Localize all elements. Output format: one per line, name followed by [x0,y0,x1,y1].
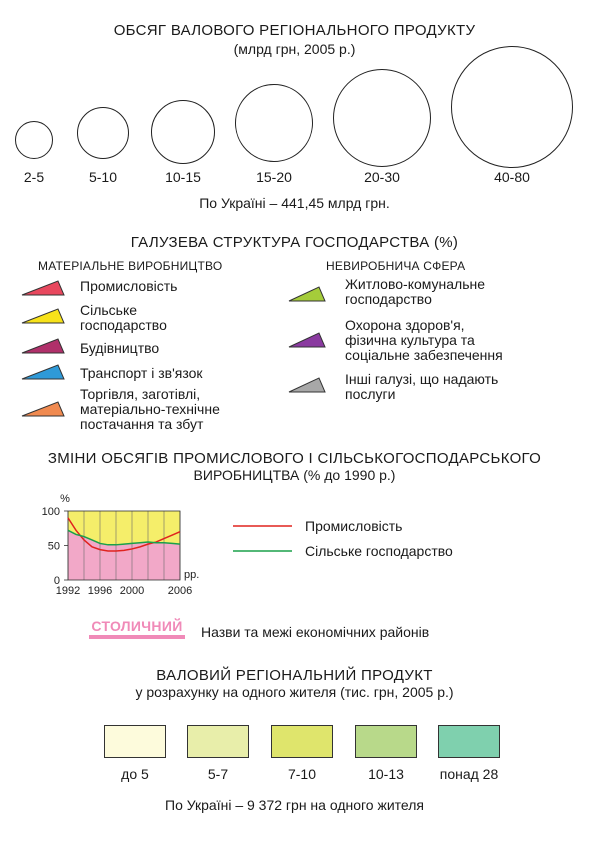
series-line-agriculture [67,529,181,546]
chart-legend-lines [233,525,292,552]
grp-class-label: 20-30 [364,169,400,185]
per-capita-total: По Україні – 9 372 грн на одного жителя [165,797,424,813]
sector-label-trade: Торгівля, заготівлі, матеріально-технічн… [80,386,220,432]
x-tick-label: 1996 [88,585,112,597]
sector-symbol-health [288,332,326,348]
sector-label-other-services: Інші галузі, що надають послуги [345,371,499,402]
x-tick-label: 1992 [56,585,80,597]
region-name-sample-text: СТОЛИЧНИЙ [91,618,183,634]
grp-circle-15-20 [235,84,313,162]
grp-total: По Україні – 441,45 млрд грн. [199,195,390,211]
y-tick-label: 50 [48,541,60,553]
grp-circle-5-10 [77,107,129,159]
sector-symbol-trade [21,401,65,417]
per-capita-class-label: 10-13 [368,766,404,782]
per-capita-subtitle: у розрахунку на одного жителя (тис. грн,… [135,684,454,700]
grp-class-label: 2-5 [23,169,45,185]
y-tick-label: 100 [42,506,60,518]
legend-label-agriculture: Сільське господарство [305,543,453,559]
per-capita-swatch [438,725,500,758]
per-capita-class-label: 5-7 [207,766,229,782]
per-capita-swatch [104,725,166,758]
sector-label-transport: Транспорт і зв'язок [80,365,203,381]
y-unit-label: % [60,493,70,505]
grp-subtitle: (млрд грн, 2005 р.) [233,41,356,57]
grp-class-label: 5-10 [88,169,118,185]
sector-symbol-transport [21,364,65,380]
sector-label-industry: Промисловість [80,278,178,294]
grp-title: ОБСЯГ ВАЛОВОГО РЕГІОНАЛЬНОГО ПРОДУКТУ [113,22,476,39]
legend-label-industry: Промисловість [305,518,403,534]
per-capita-class-label: понад 28 [439,766,499,782]
x-unit-label: рр. [184,569,199,581]
region-boundary-sample [89,635,185,639]
grp-class-label: 40-80 [494,169,530,185]
changes-title-line2: ВИРОБНИЦТВА (% до 1990 р.) [193,467,396,483]
grp-circle-2-5 [15,121,53,159]
nonproductive-heading: НЕВИРОБНИЧА СФЕРА [326,259,466,273]
sector-symbols [21,280,326,417]
sector-symbol-other-services [288,377,326,393]
sector-label-health: Охорона здоров'я, фізична культура та со… [345,317,503,363]
sector-symbol-construction [21,338,65,354]
series-line-industry [67,517,181,552]
per-capita-title: ВАЛОВИЙ РЕГІОНАЛЬНИЙ ПРОДУКТ [156,667,433,684]
x-tick-label: 2000 [120,585,144,597]
sector-label-construction: Будівництво [80,340,160,356]
per-capita-class-label: 7-10 [287,766,317,782]
material-heading: МАТЕРІАЛЬНЕ ВИРОБНИЦТВО [38,259,223,273]
sector-symbol-industry [21,280,65,296]
changes-title-line1: ЗМІНИ ОБСЯГІВ ПРОМИСЛОВОГО І СІЛЬСЬКОГОС… [47,450,542,467]
region-name-sample: СТОЛИЧНИЙ [89,618,185,639]
sector-symbol-agriculture [21,308,65,324]
sector-symbol-housing [288,286,326,302]
x-tick-label: 2006 [168,585,192,597]
per-capita-class-label: до 5 [121,766,149,782]
grp-class-label: 10-15 [165,169,201,185]
sector-label-agriculture: Сільське господарство [80,302,167,333]
grp-class-label: 15-20 [256,169,292,185]
structure-title: ГАЛУЗЕВА СТРУКТУРА ГОСПОДАРСТВА (%) [130,234,459,251]
grp-circle-20-30 [333,69,431,167]
regions-description: Назви та межі економічних районів [201,624,430,640]
per-capita-swatch [355,725,417,758]
y-tick-label: 0 [54,575,60,587]
per-capita-swatch [187,725,249,758]
production-chart: 0 50 100% 1992 1996 2000 2006 рр. [42,493,200,597]
grp-circle-10-15 [151,100,215,164]
grp-circle-40-80 [451,46,573,168]
sector-label-housing: Житлово-комунальне господарство [345,276,486,307]
per-capita-swatch [271,725,333,758]
